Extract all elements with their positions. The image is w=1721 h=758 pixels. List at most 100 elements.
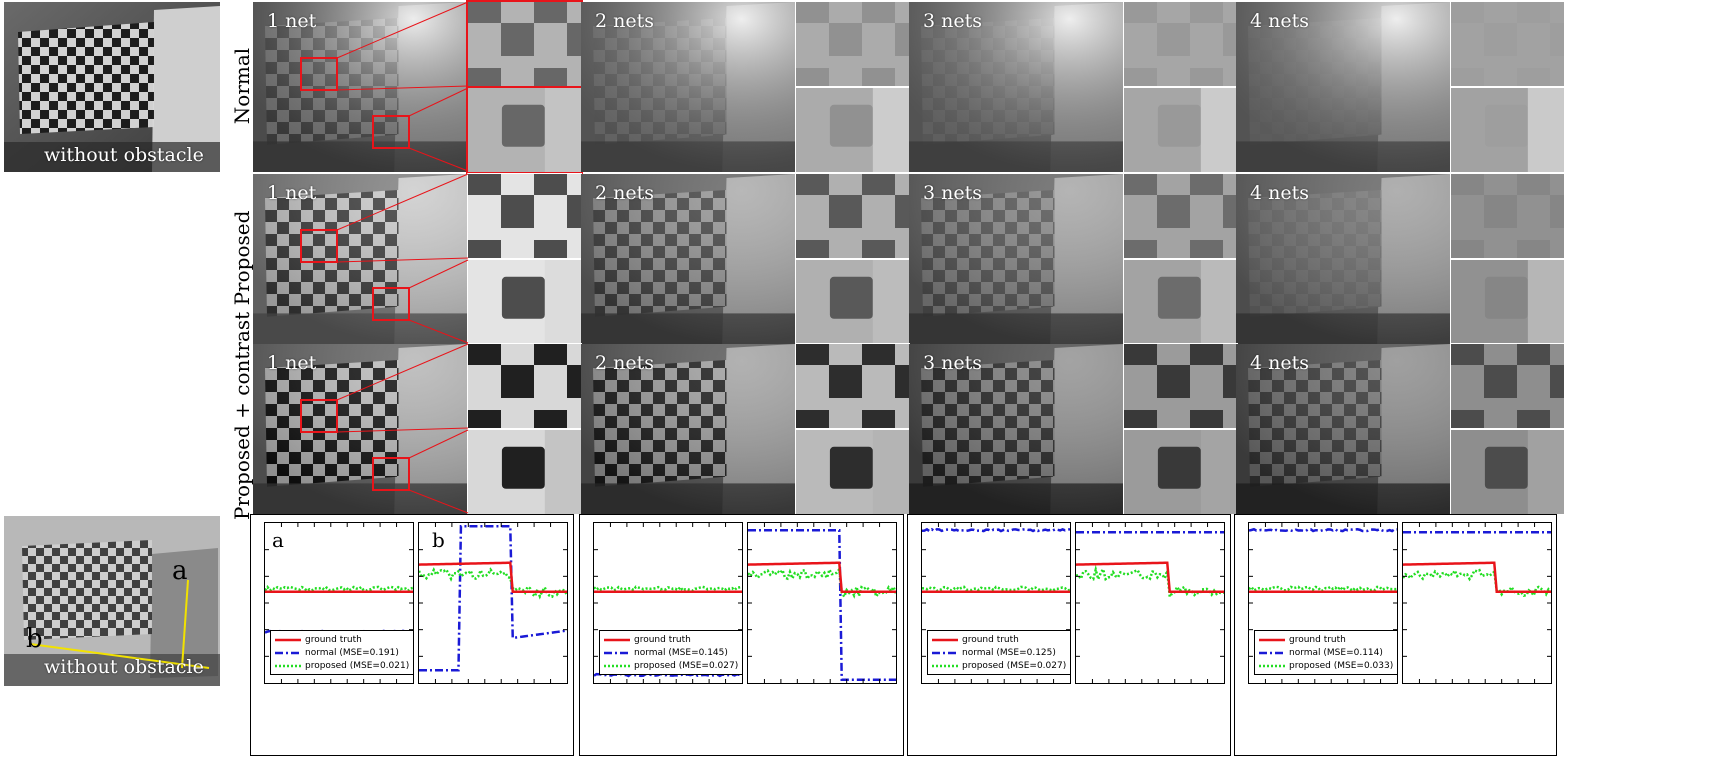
legend-entry-proposed: proposed (MSE=0.027) (604, 659, 738, 672)
checkerboard-reference-bottom (4, 516, 220, 686)
reference-top-caption: without obstacle (44, 144, 204, 166)
zoom-tile-row1-col1-lower (466, 86, 583, 174)
legend-entry-normal: normal (MSE=0.145) (604, 646, 738, 659)
result-tile-row2-col3 (909, 174, 1123, 344)
legend-entry-proposed: proposed (MSE=0.021) (275, 659, 409, 672)
zoom-image-row2-col4-lower (1451, 260, 1564, 344)
result-tile-row1-col2 (581, 2, 795, 172)
profile-plot-col2-b (747, 522, 897, 684)
zoom-tile-row2-col2-lower (795, 259, 910, 345)
legend-label-ground-truth: ground truth (962, 634, 1019, 645)
zoom-image-row3-col3-upper (1124, 344, 1237, 428)
zoom-image-row3-col2-lower (796, 430, 909, 514)
zoom-image-row2-col2-upper (796, 174, 909, 258)
result-image-row2-col4 (1236, 174, 1450, 344)
zoom-tile-row2-col4-upper (1450, 173, 1565, 259)
zoom-tile-row3-col4-lower (1450, 429, 1565, 515)
zoom-image-row1-col3-lower (1124, 88, 1237, 172)
result-image-row1-col4 (1236, 2, 1450, 172)
column-label-row3-col1: 1 net (267, 352, 317, 374)
legend-label-normal: normal (MSE=0.114) (1289, 647, 1383, 658)
legend-entry-ground-truth: ground truth (1259, 633, 1393, 646)
zoom-box-upper (300, 229, 338, 263)
legend-entry-proposed: proposed (MSE=0.033) (1259, 659, 1393, 672)
legend-label-ground-truth: ground truth (1289, 634, 1346, 645)
column-label-row2-col2: 2 nets (595, 182, 654, 204)
zoom-tile-row3-col3-upper (1123, 343, 1238, 429)
zoom-image-row1-col4-upper (1451, 2, 1564, 86)
legend-entry-normal: normal (MSE=0.191) (275, 646, 409, 659)
legend-label-normal: normal (MSE=0.191) (305, 647, 399, 658)
legend-entry-ground-truth: ground truth (604, 633, 738, 646)
profile-plot-col3-b (1075, 522, 1225, 684)
zoom-image-row3-col2-upper (796, 344, 909, 428)
zoom-image-row3-col4-upper (1451, 344, 1564, 428)
column-label-row3-col2: 2 nets (595, 352, 654, 374)
zoom-tile-row3-col2-lower (795, 429, 910, 515)
zoom-tile-row1-col4-lower (1450, 87, 1565, 173)
zoom-image-row2-col3-lower (1124, 260, 1237, 344)
result-image-row1-col2 (581, 2, 795, 172)
zoom-image-row1-col3-upper (1124, 2, 1237, 86)
result-image-row2-col3 (909, 174, 1123, 344)
zoom-image-row2-col1-upper (468, 174, 581, 258)
zoom-image-row1-col2-lower (796, 88, 909, 172)
column-label-row1-col1: 1 net (267, 10, 317, 32)
zoom-tile-row2-col4-lower (1450, 259, 1565, 345)
zoom-box-lower (372, 115, 410, 149)
legend-label-ground-truth: ground truth (305, 634, 362, 645)
zoom-image-row1-col2-upper (796, 2, 909, 86)
zoom-image-row2-col4-upper (1451, 174, 1564, 258)
result-tile-row3-col4 (1236, 344, 1450, 514)
result-image-row2-col2 (581, 174, 795, 344)
result-image-row3-col2 (581, 344, 795, 514)
result-image-row1-col3 (909, 2, 1123, 172)
plot-legend-col2: ground truth normal (MSE=0.145) proposed (… (599, 630, 744, 675)
zoom-tile-row1-col1-upper (466, 0, 583, 88)
result-tile-row3-col3 (909, 344, 1123, 514)
zoom-tile-row2-col1-upper (467, 173, 582, 259)
reference-image-bottom: a b without obstacle (4, 516, 220, 686)
result-tile-row1-col3 (909, 2, 1123, 172)
reference-bottom-caption: without obstacle (44, 656, 204, 678)
zoom-tile-row1-col4-upper (1450, 1, 1565, 87)
zoom-tile-row1-col2-upper (795, 1, 910, 87)
zoom-tile-row2-col3-upper (1123, 173, 1238, 259)
column-label-row3-col4: 4 nets (1250, 352, 1309, 374)
zoom-tile-row1-col3-lower (1123, 87, 1238, 173)
plot-letter-b: b (432, 528, 445, 552)
zoom-tile-row3-col1-upper (467, 343, 582, 429)
plot-legend-col4: ground truth normal (MSE=0.114) proposed (… (1254, 630, 1399, 675)
zoom-tile-row2-col1-lower (467, 259, 582, 345)
axis-marker-a: a (172, 556, 188, 586)
column-label-row1-col4: 4 nets (1250, 10, 1309, 32)
legend-entry-proposed: proposed (MSE=0.027) (932, 659, 1066, 672)
legend-label-proposed: proposed (MSE=0.027) (634, 660, 739, 671)
legend-label-normal: normal (MSE=0.145) (634, 647, 728, 658)
legend-label-normal: normal (MSE=0.125) (962, 647, 1056, 658)
profile-plot-col1-b (418, 522, 568, 684)
zoom-image-row2-col2-lower (796, 260, 909, 344)
result-tile-row2-col4 (1236, 174, 1450, 344)
column-label-row2-col3: 3 nets (923, 182, 982, 204)
zoom-image-row3-col4-lower (1451, 430, 1564, 514)
legend-entry-ground-truth: ground truth (275, 633, 409, 646)
axis-marker-b: b (26, 624, 43, 654)
zoom-image-row3-col1-upper (468, 344, 581, 428)
axis-line-b (29, 643, 210, 669)
column-label-row1-col2: 2 nets (595, 10, 654, 32)
zoom-tile-row1-col3-upper (1123, 1, 1238, 87)
legend-label-ground-truth: ground truth (634, 634, 691, 645)
zoom-tile-row3-col3-lower (1123, 429, 1238, 515)
zoom-connector-lines (336, 1, 469, 514)
zoom-box-lower (372, 287, 410, 321)
zoom-box-lower (372, 457, 410, 491)
axis-line-a (181, 579, 189, 669)
legend-entry-ground-truth: ground truth (932, 633, 1066, 646)
zoom-box-upper (300, 57, 338, 91)
result-tile-row2-col2 (581, 174, 795, 344)
legend-entry-normal: normal (MSE=0.114) (1259, 646, 1393, 659)
profile-plot-col4-b (1402, 522, 1552, 684)
reference-image-top: without obstacle (4, 2, 220, 172)
zoom-image-row1-col1-lower (468, 88, 581, 172)
